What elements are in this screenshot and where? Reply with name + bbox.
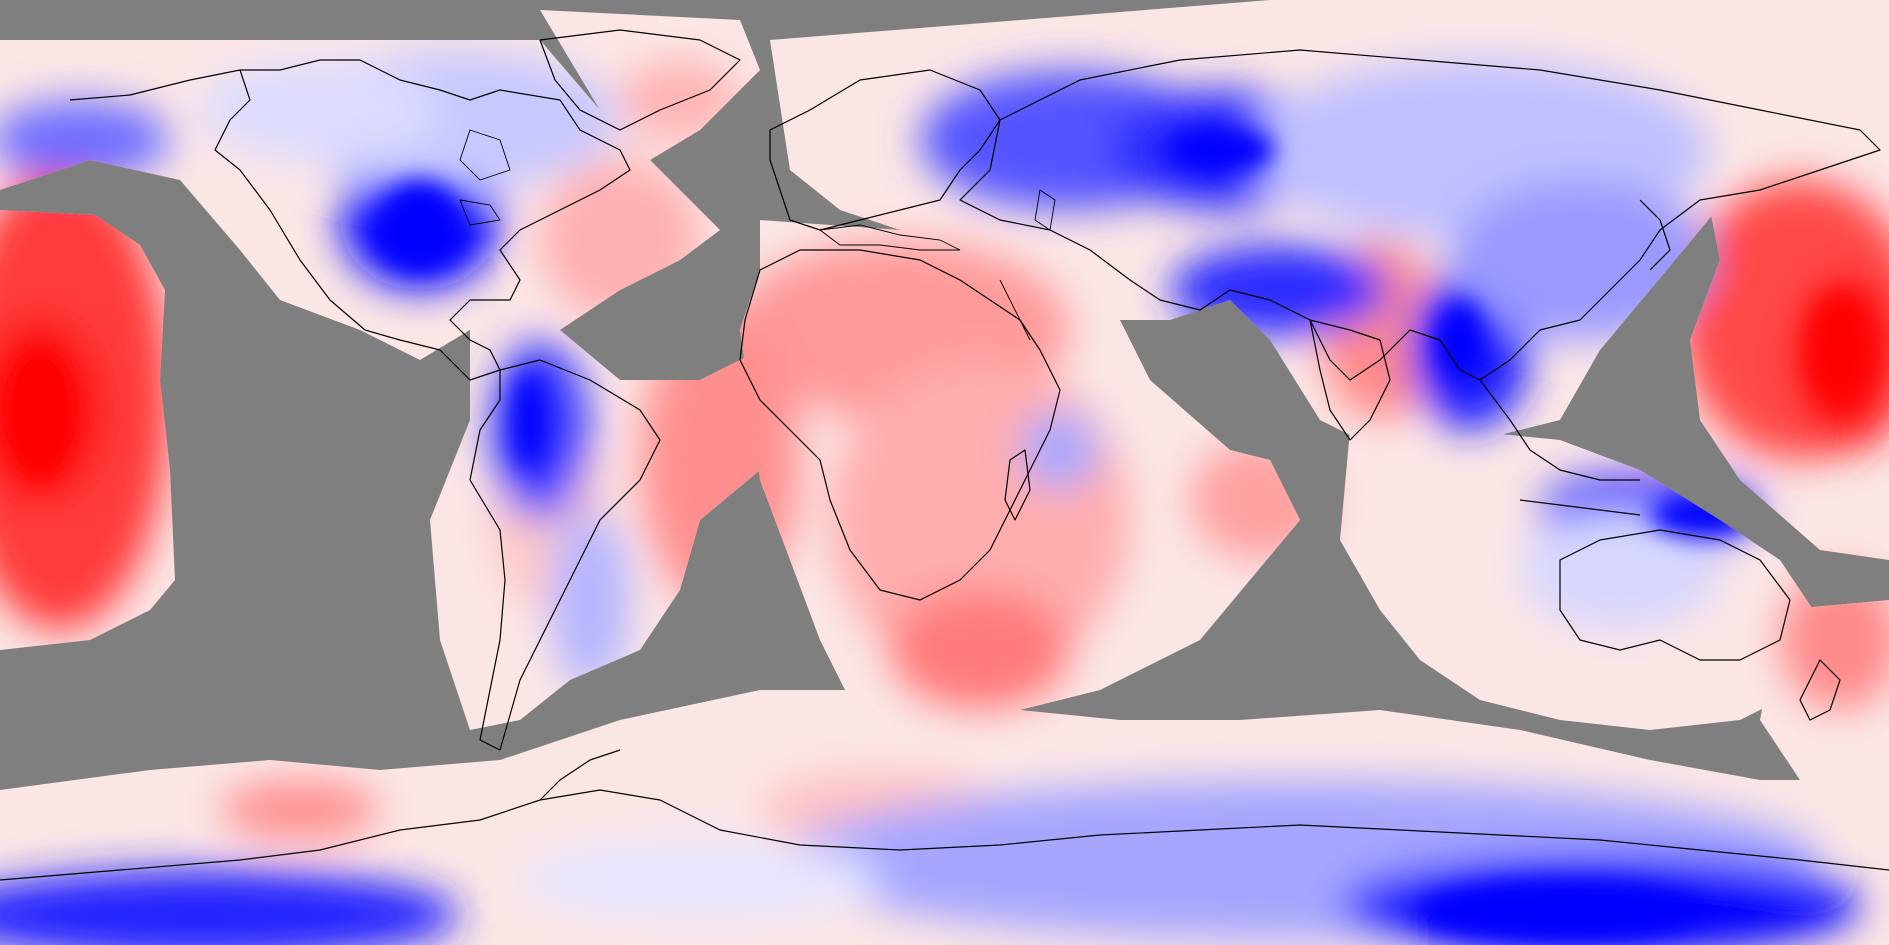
coastlines [0, 29, 1889, 881]
